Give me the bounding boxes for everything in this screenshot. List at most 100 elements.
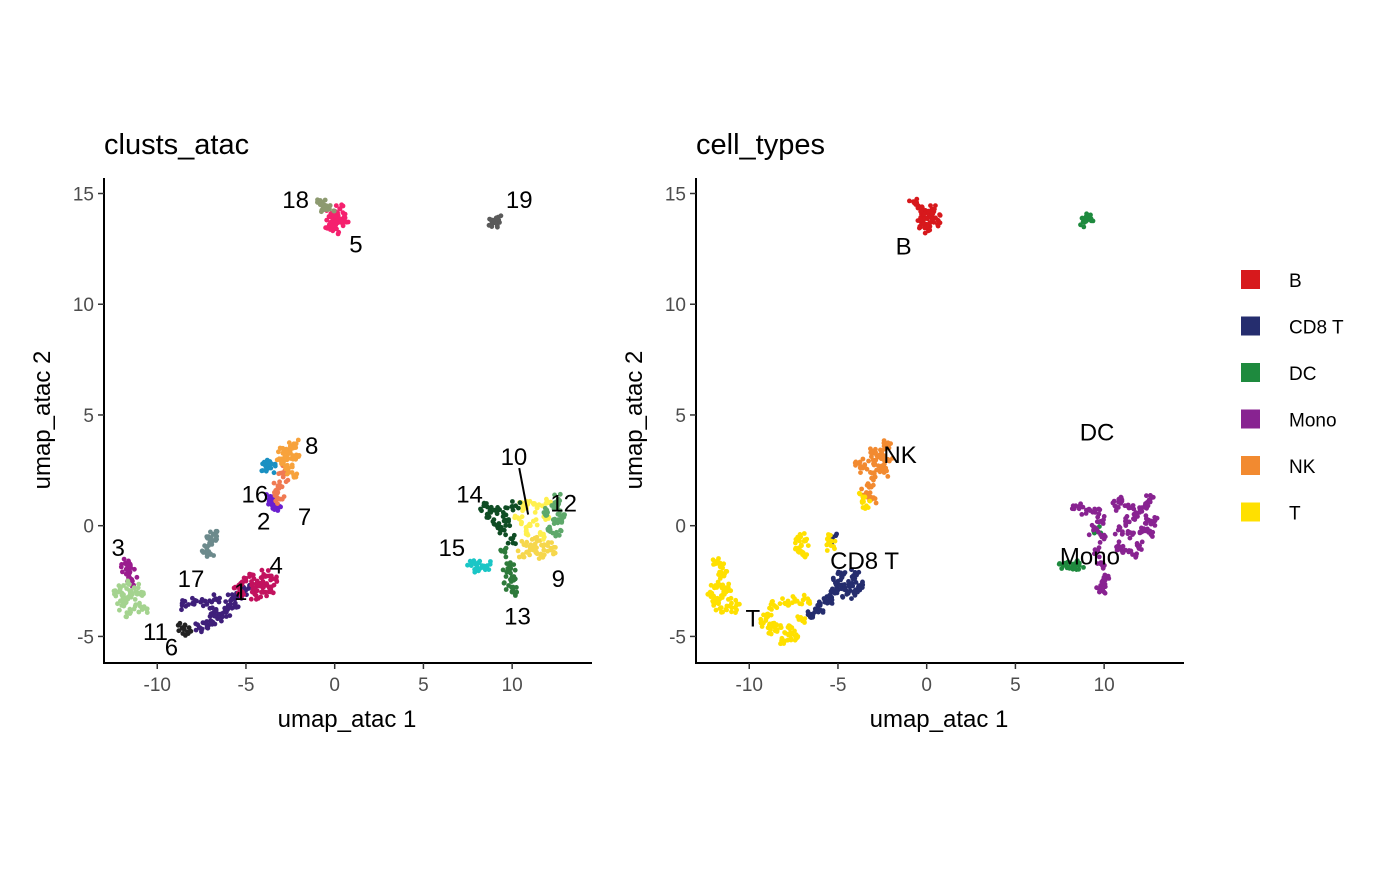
data-point — [137, 591, 143, 597]
cluster-4 — [231, 567, 280, 602]
data-point — [720, 582, 726, 588]
data-point — [256, 583, 262, 588]
data-point — [508, 579, 514, 584]
cluster-label: NK — [883, 442, 916, 469]
data-point — [867, 484, 873, 489]
cluster-label: 3 — [112, 535, 125, 562]
data-point — [920, 221, 926, 227]
data-point — [1097, 587, 1102, 592]
data-point — [884, 468, 889, 474]
data-point — [333, 222, 339, 228]
data-point — [1139, 539, 1145, 545]
data-point — [124, 610, 130, 615]
cluster-label: 19 — [506, 187, 533, 214]
data-point — [275, 501, 280, 506]
x-tick-label: 0 — [921, 675, 932, 696]
data-point — [1146, 497, 1152, 503]
data-point — [1133, 513, 1139, 519]
legend-item-nk: NK — [1241, 456, 1316, 478]
data-point — [199, 597, 205, 602]
data-point — [269, 584, 274, 590]
data-point — [1144, 516, 1149, 522]
data-point — [805, 543, 811, 548]
data-point — [259, 589, 264, 595]
cluster-label: 4 — [269, 553, 282, 580]
data-point — [465, 562, 470, 568]
data-point — [1095, 514, 1101, 520]
legend-swatch — [1241, 316, 1260, 336]
data-point — [493, 220, 498, 226]
data-point — [186, 625, 192, 631]
cluster-label: T — [745, 606, 760, 633]
data-point — [485, 504, 490, 510]
data-point — [277, 479, 282, 485]
data-point — [274, 457, 280, 463]
data-point — [341, 214, 347, 219]
data-point — [472, 569, 478, 575]
data-point — [1131, 506, 1137, 512]
data-point — [503, 545, 509, 551]
data-point — [340, 223, 346, 229]
data-point — [737, 601, 742, 607]
data-point — [118, 564, 124, 570]
data-point — [259, 567, 265, 573]
data-point — [1096, 519, 1102, 525]
data-point — [523, 525, 529, 530]
y-tick-label: 5 — [675, 406, 686, 427]
data-point — [127, 606, 133, 612]
data-point — [1138, 529, 1144, 535]
data-point — [513, 541, 518, 547]
data-point — [1127, 535, 1133, 541]
data-point — [510, 535, 516, 541]
legend-label: T — [1289, 504, 1301, 525]
data-point — [1128, 548, 1134, 554]
data-point — [132, 597, 138, 602]
data-point — [536, 556, 542, 561]
data-point — [264, 581, 269, 586]
data-point — [264, 492, 269, 497]
data-point — [209, 542, 215, 547]
x-tick-label: 0 — [329, 675, 340, 696]
cluster-label: 12 — [550, 491, 577, 518]
data-point — [520, 508, 525, 514]
data-point — [235, 585, 241, 590]
data-point — [494, 523, 500, 528]
data-point — [324, 217, 330, 223]
data-point — [722, 571, 728, 577]
data-point — [915, 218, 921, 224]
data-point — [930, 216, 935, 222]
data-point — [516, 505, 521, 511]
data-point — [807, 598, 812, 604]
data-point — [500, 567, 506, 573]
data-point — [117, 607, 122, 613]
x-tick-label: 10 — [502, 675, 523, 696]
data-point — [517, 500, 523, 506]
data-point — [907, 198, 912, 204]
data-point — [216, 599, 222, 605]
data-point — [549, 540, 554, 545]
data-point — [207, 605, 213, 611]
data-point — [489, 217, 494, 223]
data-point — [873, 500, 879, 506]
data-point — [1084, 212, 1090, 217]
data-point — [518, 521, 524, 527]
data-point — [263, 467, 269, 473]
data-point — [497, 507, 502, 513]
data-point — [519, 538, 525, 544]
y-tick-label: 0 — [83, 517, 94, 538]
data-point — [822, 596, 828, 602]
data-point — [283, 479, 289, 485]
data-point — [1144, 493, 1149, 499]
data-point — [223, 599, 229, 604]
data-point — [476, 560, 482, 566]
data-point — [873, 457, 879, 463]
data-point — [327, 227, 333, 232]
cluster-17 — [199, 528, 220, 559]
data-point — [937, 220, 943, 226]
data-point — [838, 577, 843, 583]
data-point — [860, 579, 865, 585]
data-point — [725, 585, 731, 590]
data-point — [320, 203, 326, 209]
data-point — [190, 595, 195, 601]
